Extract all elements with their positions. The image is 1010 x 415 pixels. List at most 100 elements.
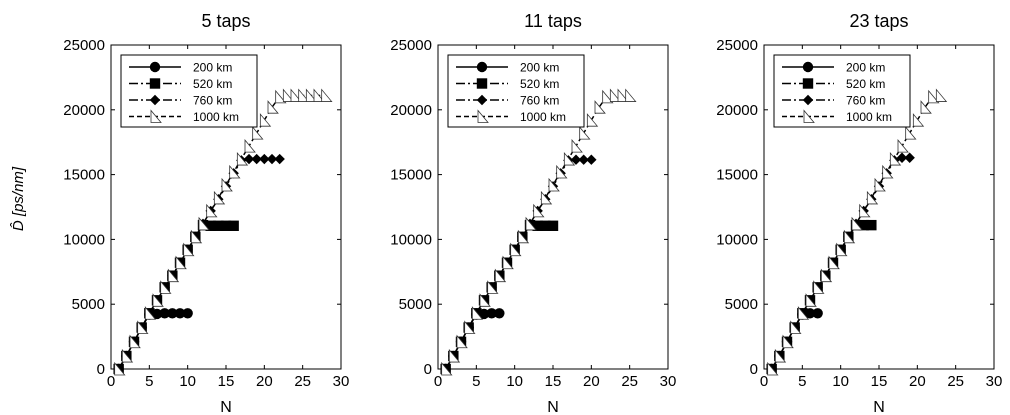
data-point xyxy=(587,114,597,126)
chart-title: 23 taps xyxy=(849,11,908,31)
y-tick-label: 20000 xyxy=(716,102,758,119)
data-point xyxy=(245,140,255,152)
data-point xyxy=(494,308,504,318)
series-520-km xyxy=(440,220,558,374)
y-tick-label: 15000 xyxy=(390,167,432,184)
y-tick-label: 0 xyxy=(424,361,432,378)
y-tick-label: 5000 xyxy=(399,296,432,313)
x-tick-label: 30 xyxy=(986,373,1003,390)
x-tick-label: 0 xyxy=(760,373,768,390)
legend: 200 km 520 km 760 km 1000 km xyxy=(121,55,257,127)
y-tick-label: 25000 xyxy=(63,37,105,54)
legend-label: 200 km xyxy=(520,61,559,75)
legend-label: 200 km xyxy=(846,61,885,75)
series-520-km xyxy=(113,220,238,374)
data-point xyxy=(214,192,224,204)
x-tick-label: 20 xyxy=(256,373,273,390)
data-point xyxy=(898,140,908,152)
legend-marker xyxy=(150,62,160,72)
legend-marker xyxy=(477,62,487,72)
x-tick-label: 5 xyxy=(472,373,480,390)
data-point xyxy=(875,179,885,191)
data-point xyxy=(253,127,263,139)
legend-label: 760 km xyxy=(193,94,232,108)
x-tick-label: 25 xyxy=(294,373,311,390)
legend-label: 520 km xyxy=(846,77,885,91)
chart-panel-2: 11 taps 0 5 10 15 20 25 30 0 5000 10000 15000 20000 2… xyxy=(390,11,676,415)
y-tick-label: 0 xyxy=(750,361,758,378)
legend-marker xyxy=(803,78,813,88)
y-tick-label: 15000 xyxy=(716,167,758,184)
data-point xyxy=(557,166,567,178)
series-line xyxy=(446,160,592,369)
series-760-km xyxy=(766,153,914,375)
x-tick-label: 15 xyxy=(871,373,888,390)
data-point xyxy=(913,114,923,126)
data-point xyxy=(812,308,822,318)
x-axis-label: N xyxy=(873,399,885,415)
series-1000-km xyxy=(442,90,636,375)
data-point xyxy=(906,127,916,139)
x-tick-label: 10 xyxy=(832,373,849,390)
x-tick-label: 20 xyxy=(583,373,600,390)
legend: 200 km 520 km 760 km 1000 km xyxy=(448,55,584,127)
y-tick-label: 10000 xyxy=(63,231,105,248)
x-tick-label: 30 xyxy=(333,373,350,390)
y-tick-label: 10000 xyxy=(716,231,758,248)
data-point xyxy=(904,153,914,163)
x-axis-label: N xyxy=(220,399,232,415)
x-tick-label: 15 xyxy=(218,373,235,390)
series-520-km xyxy=(766,220,876,374)
y-tick-label: 5000 xyxy=(725,296,758,313)
series-line xyxy=(119,159,280,369)
chart-title: 11 taps xyxy=(524,11,582,31)
x-tick-label: 5 xyxy=(798,373,806,390)
series-line xyxy=(119,96,326,369)
chart-panel-3: 23 taps 0 5 10 15 20 25 30 0 5000 10000 15000 20000 2… xyxy=(716,11,1002,415)
y-tick-label: 25000 xyxy=(390,37,432,54)
x-tick-label: 30 xyxy=(660,373,677,390)
y-tick-label: 10000 xyxy=(390,231,432,248)
legend-label: 1000 km xyxy=(846,110,892,124)
legend-label: 760 km xyxy=(846,94,885,108)
data-point xyxy=(182,308,192,318)
data-point xyxy=(260,114,270,126)
x-tick-label: 10 xyxy=(179,373,196,390)
y-axis-label: D̂ [ps/nm] xyxy=(10,166,27,231)
x-axis-label: N xyxy=(547,399,559,415)
x-tick-label: 0 xyxy=(107,373,115,390)
x-tick-label: 10 xyxy=(506,373,523,390)
legend-label: 1000 km xyxy=(520,110,566,124)
data-point xyxy=(626,90,636,102)
y-tick-label: 20000 xyxy=(390,102,432,119)
x-tick-label: 15 xyxy=(545,373,562,390)
x-tick-label: 25 xyxy=(947,373,964,390)
series-1000-km xyxy=(768,90,947,375)
data-point xyxy=(936,90,946,102)
data-point xyxy=(866,220,876,230)
legend-marker xyxy=(477,78,487,88)
legend-label: 520 km xyxy=(520,77,559,91)
data-point xyxy=(548,221,558,231)
y-tick-label: 25000 xyxy=(716,37,758,54)
x-tick-label: 0 xyxy=(434,373,442,390)
data-point xyxy=(274,154,284,164)
data-point xyxy=(230,166,240,178)
data-point xyxy=(580,127,590,139)
chart-panel-1: 5 taps0 5 10 15 20 25 300500010000150002000025… xyxy=(10,11,350,415)
data-point xyxy=(867,192,877,204)
x-tick-label: 20 xyxy=(909,373,926,390)
series-760-km xyxy=(440,154,596,374)
series-line xyxy=(772,158,910,369)
y-tick-label: 20000 xyxy=(63,102,105,119)
data-point xyxy=(228,221,238,231)
y-tick-label: 0 xyxy=(97,361,105,378)
data-point xyxy=(322,90,332,102)
legend-label: 760 km xyxy=(520,94,559,108)
data-point xyxy=(541,192,551,204)
legend-marker xyxy=(803,62,813,72)
y-tick-label: 5000 xyxy=(72,296,105,313)
legend-label: 1000 km xyxy=(193,110,239,124)
x-tick-label: 5 xyxy=(145,373,153,390)
